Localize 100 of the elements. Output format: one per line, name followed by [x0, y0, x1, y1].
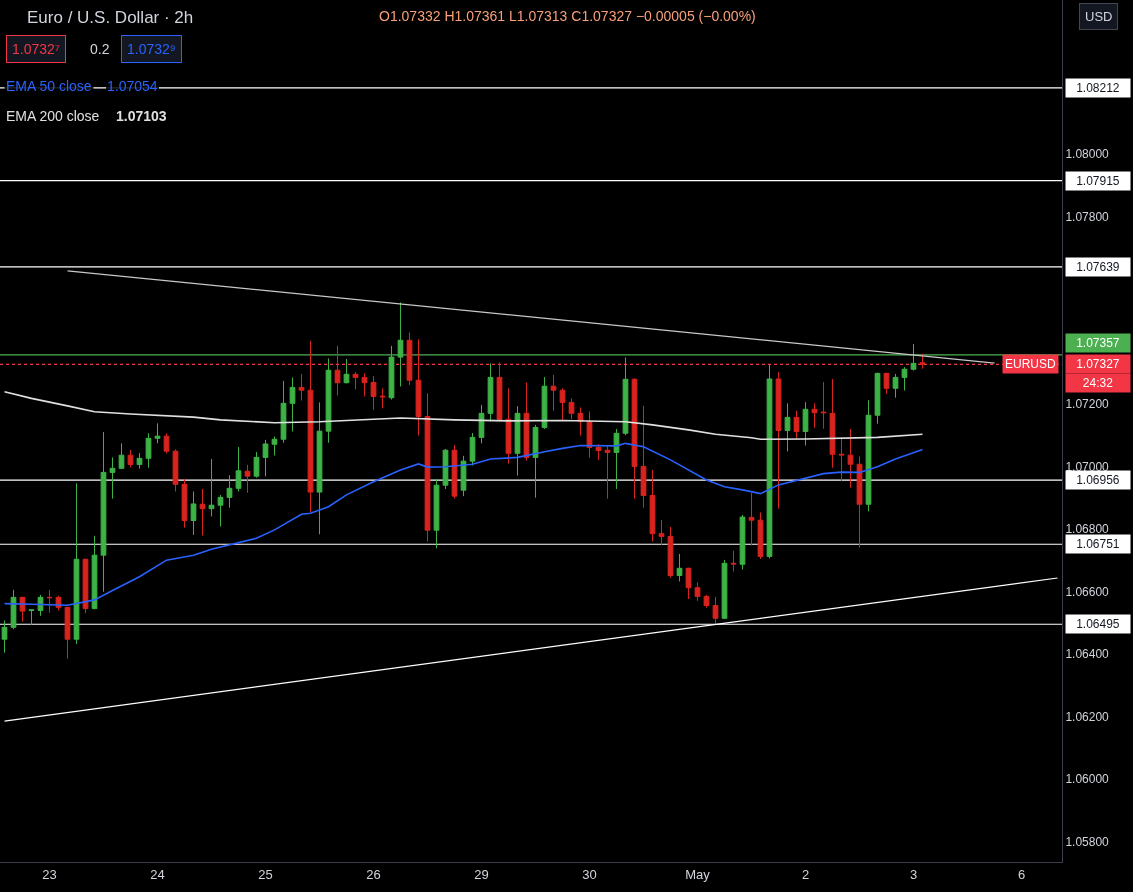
- candlestick: [730, 550, 737, 572]
- candlestick: [685, 567, 692, 600]
- ref-line-label: 1.08212: [1076, 81, 1120, 95]
- candlestick: [478, 404, 485, 444]
- candlestick: [667, 526, 674, 579]
- ref-line-label: 1.07915: [1076, 174, 1120, 188]
- candlestick: [703, 594, 710, 609]
- candlestick: [343, 358, 350, 384]
- candlestick: [451, 444, 458, 500]
- candlestick: [109, 456, 116, 500]
- annotation: O1.07332 H1.07361 L1.07313 C1.07327 −0.00005 (−0.00%): [379, 8, 756, 24]
- candlestick: [892, 373, 899, 399]
- candlestick: [388, 345, 395, 401]
- line-series: [3, 442, 924, 606]
- y-tick-label: 1.05800: [1065, 834, 1110, 849]
- candlestick: [802, 401, 809, 447]
- candlestick: [487, 362, 494, 422]
- candlestick: [226, 474, 233, 509]
- candlestick: [460, 455, 467, 497]
- candlestick: [316, 401, 323, 535]
- candlestick: [559, 387, 566, 421]
- y-tick-label: 1.08000: [1065, 147, 1110, 162]
- candlestick: [199, 488, 206, 537]
- candlestick: [136, 452, 143, 470]
- candlestick: [379, 387, 386, 409]
- y-tick-label: 1.06600: [1065, 584, 1110, 599]
- y-tick-label: 1.06000: [1065, 772, 1110, 787]
- candlestick: [721, 559, 728, 620]
- x-tick-label: 24: [150, 866, 165, 882]
- candlestick: [415, 338, 422, 437]
- candlestick: [694, 581, 701, 602]
- candlestick: [433, 478, 440, 549]
- candlestick: [748, 492, 755, 547]
- candlestick: [154, 422, 161, 444]
- candlestick: [307, 340, 314, 513]
- x-tick-label: 25: [258, 866, 273, 882]
- text: 24:32: [1082, 376, 1114, 390]
- candlestick: [217, 494, 224, 527]
- candlestick: [901, 366, 908, 392]
- candlestick: [586, 410, 593, 459]
- candlestick: [100, 431, 107, 593]
- line-series: [3, 390, 924, 441]
- candlestick: [829, 378, 836, 469]
- candlestick: [91, 535, 98, 610]
- candlestick: [406, 331, 413, 386]
- candlestick: [145, 432, 152, 469]
- candlestick: [82, 558, 89, 614]
- candlestick: [595, 443, 602, 461]
- candlestick: [613, 428, 620, 490]
- candlestick: [604, 445, 611, 500]
- candlestick: [244, 464, 251, 494]
- candlestick: [658, 519, 665, 546]
- candlestick: [64, 606, 71, 660]
- candlestick: [640, 405, 647, 509]
- candlestick: [10, 589, 17, 630]
- candlestick: [496, 361, 503, 422]
- candlestick: [532, 424, 539, 499]
- candlestick: [811, 402, 818, 429]
- candlestick: [181, 478, 188, 529]
- annotation: 1.07103: [116, 108, 167, 124]
- annotation: 1.0732⁹: [127, 41, 176, 57]
- candlestick: [541, 376, 548, 430]
- ref-line-label: 1.06751: [1076, 537, 1120, 551]
- candlestick: [505, 387, 512, 465]
- candlestick: [118, 442, 125, 470]
- candlestick: [271, 435, 278, 457]
- candlestick: [649, 469, 656, 542]
- candlestick: [622, 356, 629, 436]
- candlestick: [127, 449, 134, 468]
- ref-line-label: 1.07357: [1076, 336, 1120, 350]
- candlestick: [190, 490, 197, 536]
- x-tick-label: 3: [909, 866, 918, 882]
- candlestick: [910, 343, 917, 372]
- candlestick: [370, 375, 377, 411]
- candlestick: [550, 374, 557, 412]
- candlestick: [172, 448, 179, 492]
- candlestick: [334, 345, 341, 397]
- annotation: 1.07054: [107, 78, 158, 94]
- annotation: 1.0732⁷: [12, 41, 60, 57]
- candlestick: [37, 594, 44, 617]
- x-tick-label: 6: [1017, 866, 1026, 882]
- candlestick: [289, 376, 296, 432]
- y-tick-label: 1.07200: [1065, 397, 1110, 412]
- text: Euro / U.S. Dollar · 2h: [27, 7, 194, 27]
- y-tick-label: 1.06400: [1065, 647, 1110, 662]
- candlestick: [523, 381, 530, 462]
- x-tick-label: 2: [801, 866, 810, 882]
- candlestick: [235, 446, 242, 492]
- candlestick: [874, 372, 881, 425]
- annotation: 0.2: [90, 41, 110, 57]
- candlestick: [775, 371, 782, 510]
- x-tick-label: May: [685, 866, 711, 882]
- x-tick-label: 30: [582, 866, 597, 882]
- candlestick: [397, 301, 404, 387]
- candlestick: [784, 402, 791, 452]
- text: EMA 200 close: [6, 108, 100, 124]
- candlestick: [298, 373, 305, 402]
- ref-line-label: 1.07639: [1076, 260, 1120, 274]
- candlestick: [73, 482, 80, 645]
- y-tick-label: 1.06200: [1065, 709, 1110, 724]
